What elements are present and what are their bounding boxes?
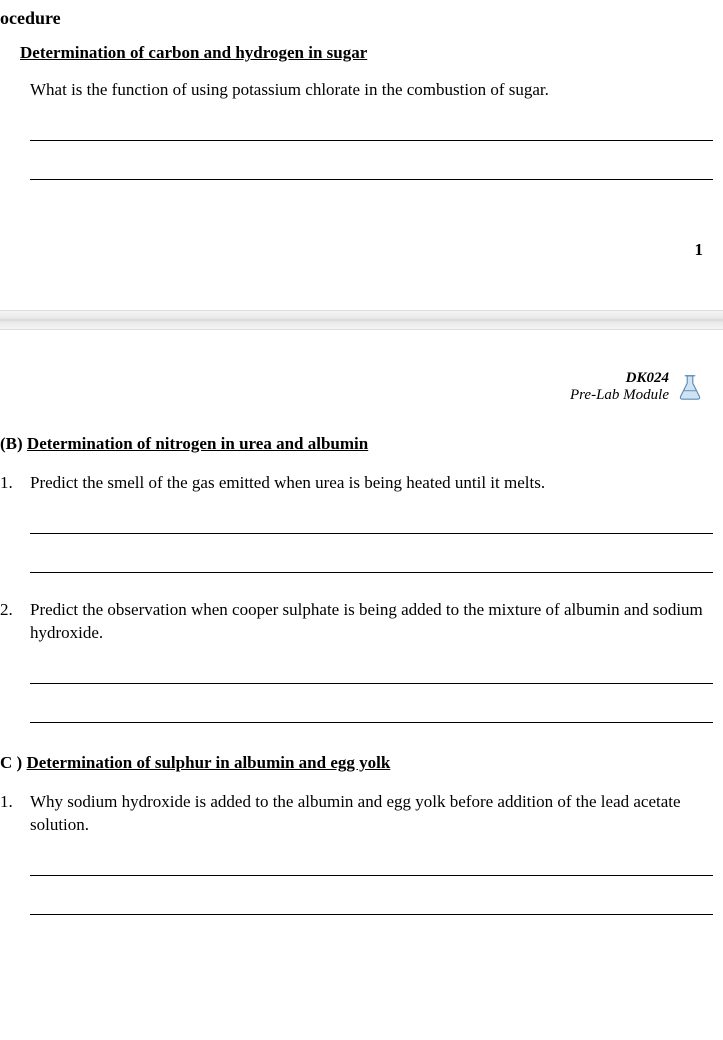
question-number: 2. (0, 599, 30, 645)
question-number: 1. (0, 791, 30, 837)
spacer (0, 573, 723, 599)
section-b-title: (B) Determination of nitrogen in urea an… (0, 434, 723, 454)
answer-line (30, 683, 713, 684)
question-text: Why sodium hydroxide is added to the alb… (30, 791, 713, 837)
course-code: DK024 (570, 370, 669, 387)
page-2: DK024 Pre-Lab Module (B) Determination o… (0, 330, 723, 915)
question-c1: 1. Why sodium hydroxide is added to the … (0, 791, 713, 837)
answer-line (30, 533, 713, 534)
header-text: DK024 Pre-Lab Module (570, 370, 669, 404)
question-text: Predict the smell of the gas emitted whe… (30, 472, 713, 495)
section-b-prefix: (B) (0, 434, 27, 453)
question-b2: 2. Predict the observation when cooper s… (0, 599, 713, 645)
section-c-prefix: C ) (0, 753, 26, 772)
section-c-title: C ) Determination of sulphur in albumin … (0, 753, 723, 773)
module-subtitle: Pre-Lab Module (570, 387, 669, 404)
answer-line (30, 914, 713, 915)
answer-line (30, 722, 713, 723)
question-number: 1. (0, 472, 30, 495)
page-divider (0, 310, 723, 330)
question-a-text: What is the function of using potassium … (30, 79, 713, 102)
page-number: 1 (0, 180, 723, 290)
question-b1: 1. Predict the smell of the gas emitted … (0, 472, 713, 495)
flask-icon (675, 372, 705, 402)
section-b-title-text: Determination of nitrogen in urea and al… (27, 434, 368, 453)
procedure-heading-partial: ocedure (0, 0, 723, 43)
page-1: ocedure Determination of carbon and hydr… (0, 0, 723, 310)
question-text: Predict the observation when cooper sulp… (30, 599, 713, 645)
page-header: DK024 Pre-Lab Module (0, 370, 723, 434)
answer-line (30, 875, 713, 876)
answer-line (30, 140, 713, 141)
section-c-title-text: Determination of sulphur in albumin and … (26, 753, 390, 772)
section-a-title: Determination of carbon and hydrogen in … (20, 43, 723, 63)
